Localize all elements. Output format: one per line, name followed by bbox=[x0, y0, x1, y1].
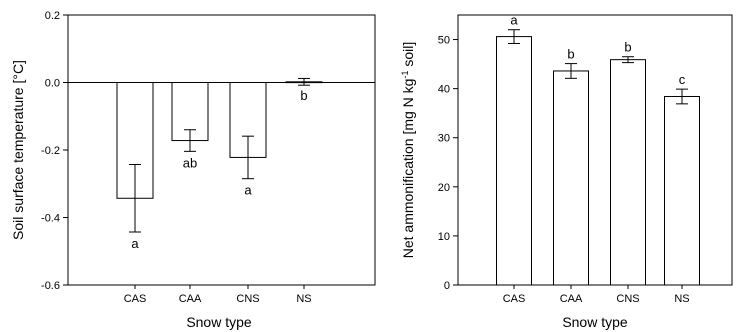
left-plot-frame bbox=[67, 14, 376, 286]
left-significance-label-cas: a bbox=[131, 236, 139, 251]
right-y-tick-label: 0 bbox=[444, 280, 450, 292]
right-bar-caa bbox=[553, 70, 589, 286]
left-x-tick-label-cas: CAS bbox=[124, 293, 147, 305]
left-significance-label-ns: b bbox=[300, 88, 307, 103]
left-y-ticks: 0.2 0.0 -0.2 -0.4 -0.6 bbox=[41, 10, 68, 292]
right-x-tick-label-caa: CAA bbox=[560, 293, 583, 305]
right-y-tick-label: 40 bbox=[438, 84, 450, 96]
right-y-tick-label: 50 bbox=[438, 35, 450, 47]
left-y-tick-label: -0.2 bbox=[41, 145, 60, 157]
right-y-axis-title: Net ammonification [mg N kg-1 soil] bbox=[400, 42, 416, 259]
right-significance-label-cas: a bbox=[510, 13, 518, 28]
right-x-axis-title: Snow type bbox=[562, 314, 628, 330]
right-y-tick-label: 10 bbox=[438, 231, 450, 243]
left-y-tick-label: 0.2 bbox=[45, 10, 60, 22]
left-x-axis-title: Snow type bbox=[186, 314, 252, 330]
right-x-tick-label-cns: CNS bbox=[616, 293, 639, 305]
left-significance-label-caa: ab bbox=[183, 155, 197, 170]
right-significance-label-cns: b bbox=[624, 40, 631, 55]
right-bars: a b b c bbox=[496, 13, 700, 286]
right-bar-cns bbox=[610, 59, 646, 286]
right-significance-label-ns: c bbox=[679, 72, 686, 87]
right-plot-frame bbox=[457, 14, 733, 286]
left-x-tick-label-caa: CAA bbox=[179, 293, 202, 305]
right-y-tick-label: 30 bbox=[438, 133, 450, 145]
left-y-tick-label: -0.6 bbox=[41, 280, 60, 292]
left-x-tick-label-ns: NS bbox=[296, 293, 311, 305]
right-y-axis-title-tail: soil] bbox=[400, 42, 416, 71]
right-x-tick-label-cas: CAS bbox=[503, 293, 526, 305]
left-y-tick-label: -0.4 bbox=[41, 213, 60, 225]
right-bar-cas bbox=[496, 36, 532, 286]
right-x-tick-label-ns: NS bbox=[674, 293, 689, 305]
left-y-tick-label: 0.0 bbox=[45, 78, 60, 90]
right-x-ticks: CAS CAA CNS NS bbox=[503, 285, 690, 305]
left-y-axis-title: Soil surface temperature [°C] bbox=[10, 60, 26, 240]
right-bar-ns bbox=[664, 95, 700, 286]
right-y-axis-title-main: Net ammonification [mg N kg bbox=[400, 79, 416, 259]
right-chart: 0 10 20 30 40 50 a b b c CAS CAA CNS NS Net ammonif… bbox=[400, 13, 733, 330]
right-y-tick-label: 20 bbox=[438, 182, 450, 194]
left-x-tick-label-cns: CNS bbox=[236, 293, 259, 305]
right-significance-label-caa: b bbox=[567, 47, 574, 62]
right-y-ticks: 0 10 20 30 40 50 bbox=[438, 35, 458, 292]
left-significance-label-cns: a bbox=[244, 183, 252, 198]
left-x-ticks: CAS CAA CNS NS bbox=[124, 285, 312, 305]
right-y-axis-title-superscript: -1 bbox=[400, 71, 410, 79]
